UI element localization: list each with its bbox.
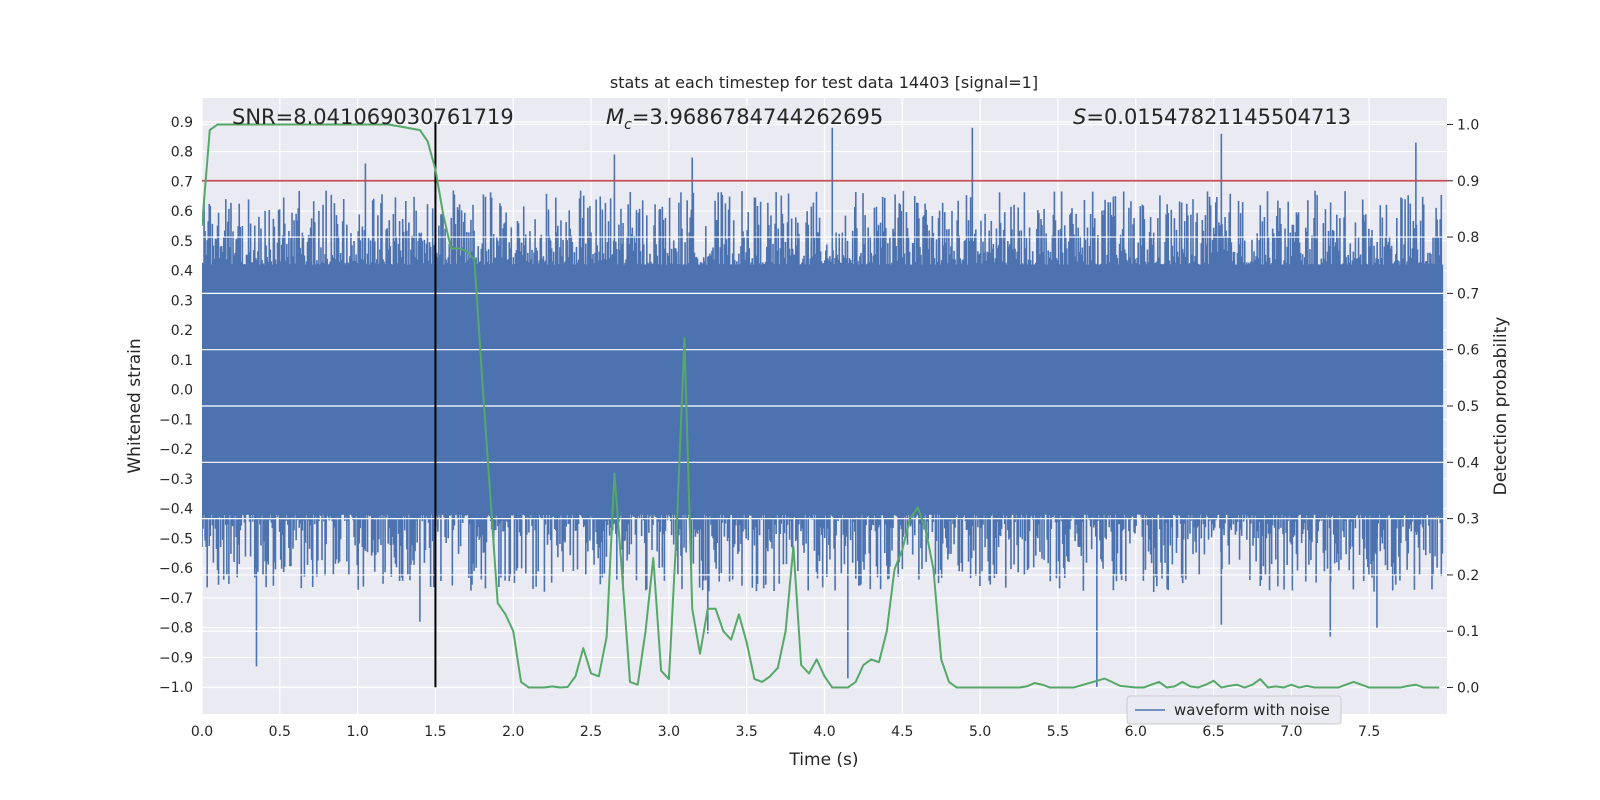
x-tick-label: 2.5 — [580, 724, 602, 740]
probability-line — [202, 123, 1440, 689]
legend: waveform with noise — [1126, 695, 1342, 725]
x-tick-label: 7.0 — [1280, 724, 1302, 740]
chirp-mass-subscript: c — [624, 117, 632, 133]
y-tick-label: 0.1 — [171, 353, 193, 369]
reference-lines — [202, 121, 1447, 688]
x-tick-label: 7.5 — [1358, 724, 1380, 740]
y2-tick-label: 0.6 — [1457, 343, 1479, 359]
chirp-mass-annotation: Mc=3.9686784744262695 — [606, 105, 883, 133]
y-tick-label: −0.2 — [159, 442, 193, 458]
y-tick-label: −0.6 — [159, 561, 193, 577]
y2-ticks: 0.0 0.1 0.2 0.3 0.4 0.5 0.6 0.7 0.8 0.9 1.0 — [1447, 117, 1479, 697]
snr-annotation: SNR=8.041069030761719 — [232, 105, 514, 129]
waveform-series — [202, 127, 1444, 688]
s-annotation: S=0.01547821145504713 — [1073, 105, 1351, 129]
s-value: =0.01547821145504713 — [1086, 105, 1351, 129]
y-tick-label: −0.1 — [159, 412, 193, 428]
x-tick-label: 5.5 — [1047, 724, 1069, 740]
legend-label: waveform with noise — [1174, 701, 1330, 719]
waveform-line — [202, 190, 1444, 592]
y-axis-label: Whitened strain — [125, 338, 145, 473]
y-ticks: −1.0 −0.9 −0.8 −0.7 −0.6 −0.5 −0.4 −0.3 −0.2 −0.1… — [159, 115, 193, 696]
y2-tick-label: 1.0 — [1457, 117, 1479, 133]
x-tick-label: 1.0 — [346, 724, 368, 740]
x-tick-label: 3.5 — [736, 724, 758, 740]
x-tick-label: 4.0 — [813, 724, 835, 740]
y2-tick-label: 0.0 — [1457, 681, 1479, 697]
y-tick-label: −1.0 — [159, 680, 193, 696]
x-tick-label: 3.0 — [658, 724, 680, 740]
y-tick-label: −0.5 — [159, 531, 193, 547]
s-symbol: S — [1073, 105, 1086, 129]
y-tick-label: 0.4 — [171, 264, 193, 280]
y-tick-label: 0.7 — [171, 174, 193, 190]
y-tick-label: 0.5 — [171, 234, 193, 250]
y-tick-label: −0.7 — [159, 591, 193, 607]
x-tick-label: 6.5 — [1202, 724, 1224, 740]
y-tick-label: 0.3 — [171, 293, 193, 309]
x-ticks: 0.0 0.5 1.0 1.5 2.0 2.5 3.0 3.5 4.0 4.5 5.0 5.5 6.0 6… — [191, 724, 1380, 740]
y2-tick-label: 0.8 — [1457, 230, 1479, 246]
y-tick-label: −0.9 — [159, 650, 193, 666]
y2-tick-label: 0.5 — [1457, 399, 1479, 415]
y-tick-label: 0.2 — [171, 323, 193, 339]
y-tick-label: 0.8 — [171, 145, 193, 161]
x-tick-label: 0.0 — [191, 724, 213, 740]
y2-tick-label: 0.7 — [1457, 286, 1479, 302]
x-tick-label: 2.0 — [502, 724, 524, 740]
x-tick-label: 6.0 — [1125, 724, 1147, 740]
x-tick-label: 0.5 — [269, 724, 291, 740]
probability-series — [202, 123, 1440, 689]
y-tick-label: −0.8 — [159, 621, 193, 637]
x-tick-label: 5.0 — [969, 724, 991, 740]
y2-tick-label: 0.2 — [1457, 568, 1479, 584]
y2-tick-label: 0.9 — [1457, 174, 1479, 190]
y-tick-label: −0.4 — [159, 502, 193, 518]
legend-box — [1126, 695, 1342, 725]
x-tick-label: 1.5 — [424, 724, 446, 740]
x-tick-label: 4.5 — [891, 724, 913, 740]
x-axis-label: Time (s) — [788, 750, 858, 770]
y-tick-label: 0.9 — [171, 115, 193, 131]
y2-tick-label: 0.4 — [1457, 455, 1479, 471]
y2-tick-label: 0.3 — [1457, 512, 1479, 528]
y-tick-label: 0.6 — [171, 204, 193, 220]
y2-tick-label: 0.1 — [1457, 624, 1479, 640]
y-tick-label: −0.3 — [159, 472, 193, 488]
chirp-mass-value: =3.9686784744262695 — [632, 105, 883, 129]
y2-axis-label: Detection probability — [1491, 317, 1511, 496]
y-tick-label: 0.0 — [171, 383, 193, 399]
chirp-mass-symbol: M — [606, 105, 624, 129]
chart-title: stats at each timestep for test data 144… — [610, 73, 1038, 92]
